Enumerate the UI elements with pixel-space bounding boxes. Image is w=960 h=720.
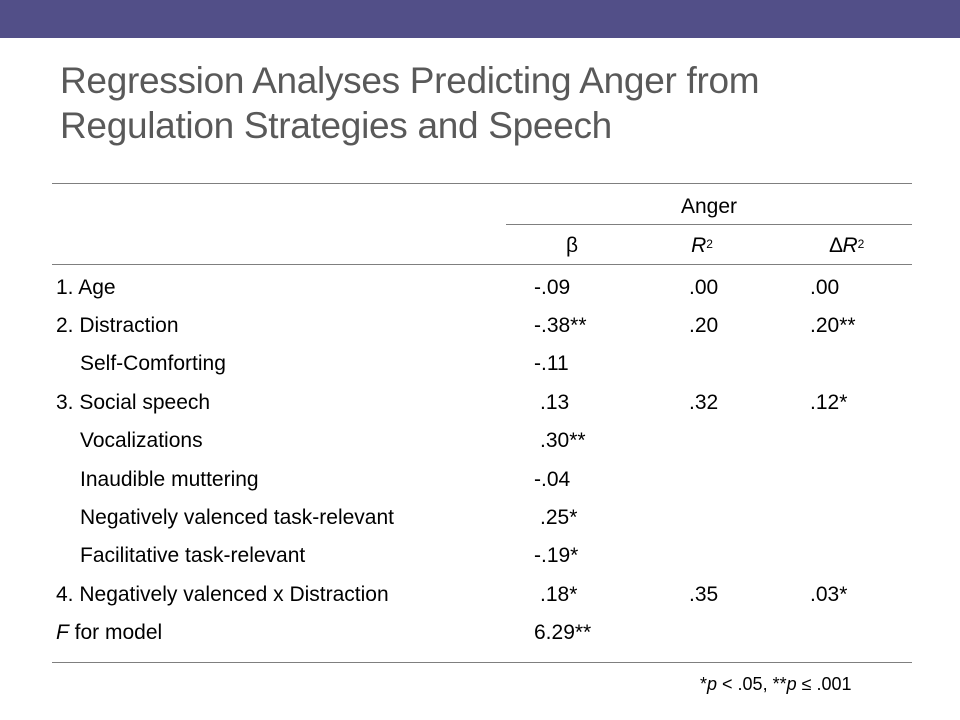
- row-delta-r2: .12*: [810, 391, 848, 414]
- slide-title: Regression Analyses Predicting Anger fro…: [60, 58, 920, 148]
- row-beta: -.09: [534, 276, 571, 299]
- regression-table: Anger β R2 ∆R2 1. Age -.09 .00 .00 2. Di…: [52, 183, 912, 663]
- col-header-beta: β: [565, 234, 579, 257]
- row-label: Vocalizations: [80, 429, 203, 452]
- row-beta: .18*: [540, 583, 578, 606]
- row-beta: .13: [540, 391, 570, 414]
- table-top-rule: [52, 183, 912, 184]
- header-bottom-rule: [52, 264, 912, 265]
- row-delta-r2: .00: [810, 276, 840, 299]
- row-delta-r2: .20**: [810, 314, 856, 337]
- significance-footnote: *p < .05, **p ≤ .001: [700, 674, 852, 694]
- title-line-1: Regression Analyses Predicting Anger fro…: [60, 60, 760, 101]
- row-beta: -.11: [534, 352, 569, 375]
- row-beta: -.38**: [534, 314, 587, 337]
- row-label: Facilitative task-relevant: [80, 544, 306, 567]
- row-label: 2. Distraction: [56, 314, 179, 337]
- row-label: 3. Social speech: [56, 391, 211, 414]
- group-header: Anger: [680, 195, 738, 218]
- row-label: Negatively valenced task-relevant: [80, 506, 394, 529]
- row-beta: .30**: [540, 429, 586, 452]
- table-bottom-rule: [52, 662, 912, 663]
- row-r2: .35: [689, 583, 719, 606]
- row-label: Inaudible muttering: [80, 468, 259, 491]
- row-beta: -.19*: [534, 544, 579, 567]
- row-label: Self-Comforting: [80, 352, 226, 375]
- row-label: 1. Age: [56, 276, 116, 299]
- model-row-beta: 6.29**: [534, 621, 592, 644]
- row-r2: .00: [689, 276, 719, 299]
- row-delta-r2: .03*: [810, 583, 848, 606]
- title-line-2: Regulation Strategies and Speech: [60, 105, 612, 146]
- row-label: 4. Negatively valenced x Distraction: [56, 583, 389, 606]
- row-r2: .32: [689, 391, 719, 414]
- col-header-delta-r2: ∆R2: [829, 234, 865, 257]
- top-accent-bar: [0, 0, 960, 38]
- row-beta: -.04: [534, 468, 571, 491]
- group-header-rule: [506, 224, 912, 225]
- model-row-label: F for model: [56, 621, 163, 644]
- row-beta: .25*: [540, 506, 578, 529]
- col-header-r2: R2: [691, 234, 713, 257]
- row-r2: .20: [689, 314, 719, 337]
